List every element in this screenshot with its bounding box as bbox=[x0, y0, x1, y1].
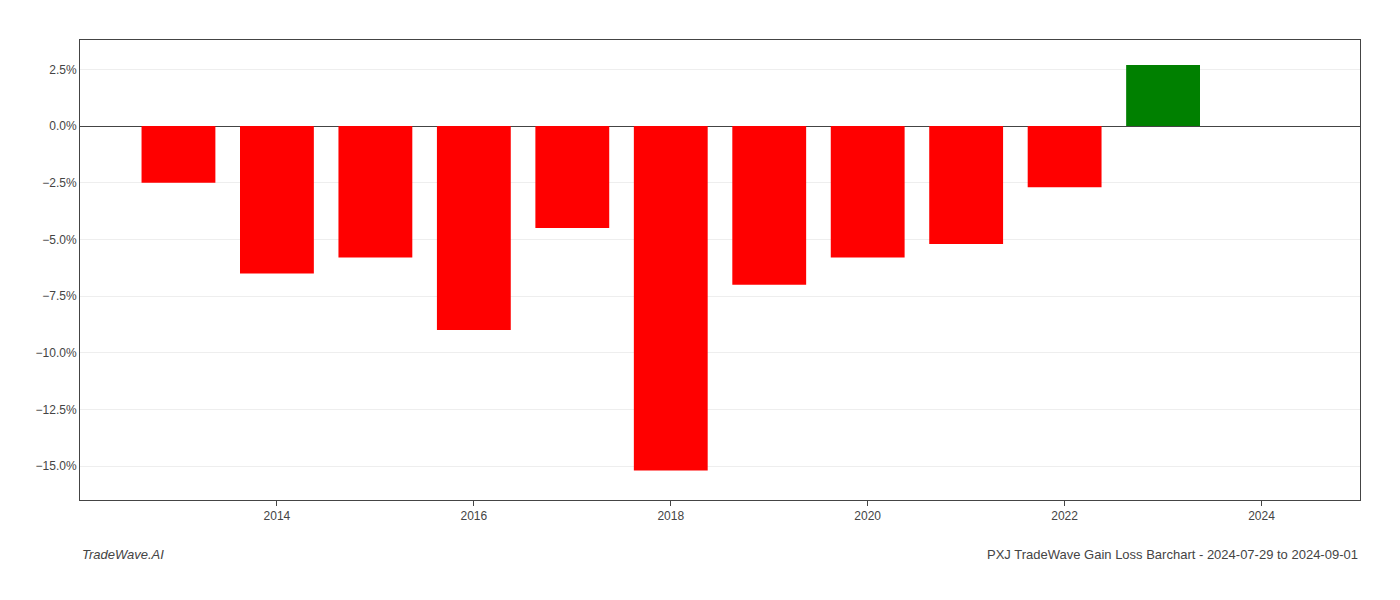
svg-text:−2.5%: −2.5% bbox=[42, 176, 77, 190]
svg-text:PXJ TradeWave Gain Loss Barcha: PXJ TradeWave Gain Loss Barchart - 2024-… bbox=[987, 547, 1358, 562]
svg-text:−12.5%: −12.5% bbox=[36, 403, 77, 417]
svg-text:2.5%: 2.5% bbox=[49, 63, 77, 77]
svg-text:2024: 2024 bbox=[1248, 509, 1275, 523]
svg-text:−7.5%: −7.5% bbox=[42, 289, 77, 303]
svg-text:2018: 2018 bbox=[657, 509, 684, 523]
svg-text:TradeWave.AI: TradeWave.AI bbox=[82, 547, 164, 562]
svg-text:2020: 2020 bbox=[854, 509, 881, 523]
svg-text:−10.0%: −10.0% bbox=[36, 346, 77, 360]
svg-text:2022: 2022 bbox=[1051, 509, 1078, 523]
svg-text:−5.0%: −5.0% bbox=[42, 233, 77, 247]
svg-text:−15.0%: −15.0% bbox=[36, 459, 77, 473]
svg-text:0.0%: 0.0% bbox=[49, 119, 77, 133]
svg-text:2014: 2014 bbox=[264, 509, 291, 523]
svg-text:2016: 2016 bbox=[460, 509, 487, 523]
